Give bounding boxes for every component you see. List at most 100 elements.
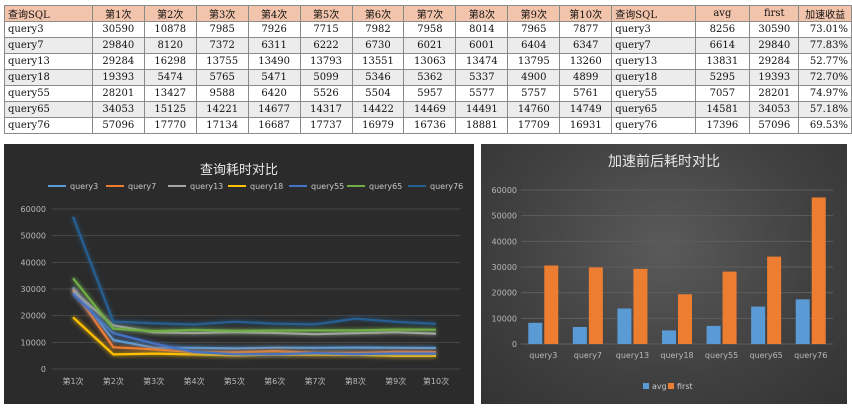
- table-cell: query65: [4, 101, 93, 118]
- table-cell: 29840: [749, 37, 800, 54]
- y-tick-label: 50000: [21, 232, 46, 241]
- x-tick-label: query13: [616, 351, 649, 360]
- chart-title: 查询耗时对比: [200, 163, 278, 178]
- table-cell: 10878: [143, 21, 197, 38]
- x-tick-label: query65: [750, 351, 783, 360]
- table-cell: 17709: [507, 117, 561, 134]
- bar-avg: [795, 299, 810, 344]
- table-cell: 19393: [91, 69, 145, 86]
- legend-swatch: [668, 383, 674, 389]
- table-cell: 18881: [455, 117, 509, 134]
- table-cell: 5577: [455, 85, 509, 102]
- x-tick-label: query7: [574, 351, 602, 360]
- table-cell: 17737: [299, 117, 353, 134]
- table-cell: 17134: [195, 117, 249, 134]
- bar-first: [633, 268, 648, 344]
- table-cell: 5504: [351, 85, 405, 102]
- table-cell: query76: [611, 117, 696, 134]
- header-cell: 第8次: [455, 5, 509, 22]
- table-cell: 57096: [749, 117, 800, 134]
- x-tick-label: 第8次: [345, 376, 366, 386]
- table-cell: 52.77%: [798, 53, 852, 70]
- y-tick-label: 20000: [21, 312, 46, 321]
- header-cell: 第7次: [403, 5, 457, 22]
- table-cell: 16979: [351, 117, 405, 134]
- table-row: query65 34053 15125 14221 14677 14317 14422 144…: [4, 101, 852, 118]
- table-cell: 5757: [507, 85, 561, 102]
- header-cell: 第9次: [507, 5, 561, 22]
- series-line-query3: [72, 286, 437, 350]
- table-cell: 14317: [299, 101, 353, 118]
- table-cell: 8256: [694, 21, 751, 38]
- table-cell: 9588: [195, 85, 249, 102]
- header-cell: 第10次: [559, 5, 613, 22]
- line-chart: 查询耗时对比 0 10000 20000 30000 40000 50000 60000 第1次…: [21, 163, 464, 386]
- series-line-query55: [72, 293, 436, 356]
- table-cell: 5099: [299, 69, 353, 86]
- table-cell: query55: [4, 85, 93, 102]
- x-tick-label: 第1次: [62, 376, 83, 386]
- header-cell: 查询SQL: [611, 5, 696, 22]
- x-tick-label: 第9次: [385, 376, 406, 386]
- table-cell: 34053: [91, 101, 145, 118]
- table-cell: 16298: [143, 53, 197, 70]
- header-cell: 查询SQL: [4, 5, 93, 22]
- table-row: query7 29840 8120 7372 6311 6222 6730 6021 6001 6…: [4, 37, 852, 54]
- legend-label: first: [677, 382, 693, 391]
- table-cell: 29284: [749, 53, 800, 70]
- legend-label: query76: [430, 182, 463, 191]
- table-header-row: 查询SQL 第1次 第2次 第3次 第4次 第5次 第6次 第7次 第8次 第9次 第10次 查询SQ…: [4, 5, 852, 22]
- x-tick-label: query55: [705, 351, 738, 360]
- y-tick-label: 60000: [21, 205, 46, 214]
- legend-label: avg: [652, 382, 667, 391]
- legend-label: query3: [70, 182, 98, 191]
- y-tick-label: 40000: [21, 258, 46, 267]
- y-tick-label: 0: [41, 365, 46, 374]
- header-cell: 第4次: [247, 5, 301, 22]
- table-cell: 6222: [299, 37, 353, 54]
- table-row: query76 57096 17770 17134 16687 17737 16979 167…: [4, 117, 852, 134]
- bar-first: [588, 267, 603, 344]
- table-cell: 8014: [455, 21, 509, 38]
- x-tick-label: query76: [794, 351, 827, 360]
- header-cell: 第6次: [351, 5, 405, 22]
- table-cell: 14749: [559, 101, 613, 118]
- table-cell: 17396: [694, 117, 751, 134]
- table-cell: 7926: [247, 21, 301, 38]
- x-tick-label: 第3次: [143, 376, 164, 386]
- x-tick-label: 第5次: [224, 376, 245, 386]
- table-cell: 5295: [694, 69, 751, 86]
- table-cell: 73.01%: [798, 21, 852, 38]
- table-cell: 6614: [694, 37, 751, 54]
- y-tick-label: 50000: [492, 212, 517, 221]
- legend-swatch: [643, 383, 649, 389]
- table-cell: 57.18%: [798, 101, 852, 118]
- table-cell: 8120: [143, 37, 197, 54]
- table-cell: 7985: [195, 21, 249, 38]
- table-cell: 5471: [247, 69, 301, 86]
- table-cell: query13: [4, 53, 93, 70]
- x-tick-label: 第6次: [264, 376, 285, 386]
- series-line-query76: [71, 216, 437, 326]
- table-cell: 6311: [247, 37, 301, 54]
- bar-avg: [706, 325, 721, 344]
- bar-first: [544, 265, 559, 344]
- table-cell: 4900: [507, 69, 561, 86]
- table-cell: 5362: [403, 69, 457, 86]
- legend-label: query55: [311, 182, 344, 191]
- table-cell: 5765: [195, 69, 249, 86]
- table-cell: 29840: [91, 37, 145, 54]
- x-tick-label: 第2次: [103, 376, 124, 386]
- table-cell: 17770: [143, 117, 197, 134]
- table-cell: 7877: [559, 21, 613, 38]
- table-cell: 74.97%: [798, 85, 852, 102]
- legend-label: query18: [250, 182, 283, 191]
- table-cell: 5957: [403, 85, 457, 102]
- table-cell: 14677: [247, 101, 301, 118]
- y-tick-label: 10000: [492, 314, 517, 323]
- table-cell: 7982: [351, 21, 405, 38]
- header-cell: 第3次: [195, 5, 249, 22]
- bar-avg: [751, 306, 766, 344]
- table-cell: query18: [611, 69, 696, 86]
- table-cell: 77.83%: [798, 37, 852, 54]
